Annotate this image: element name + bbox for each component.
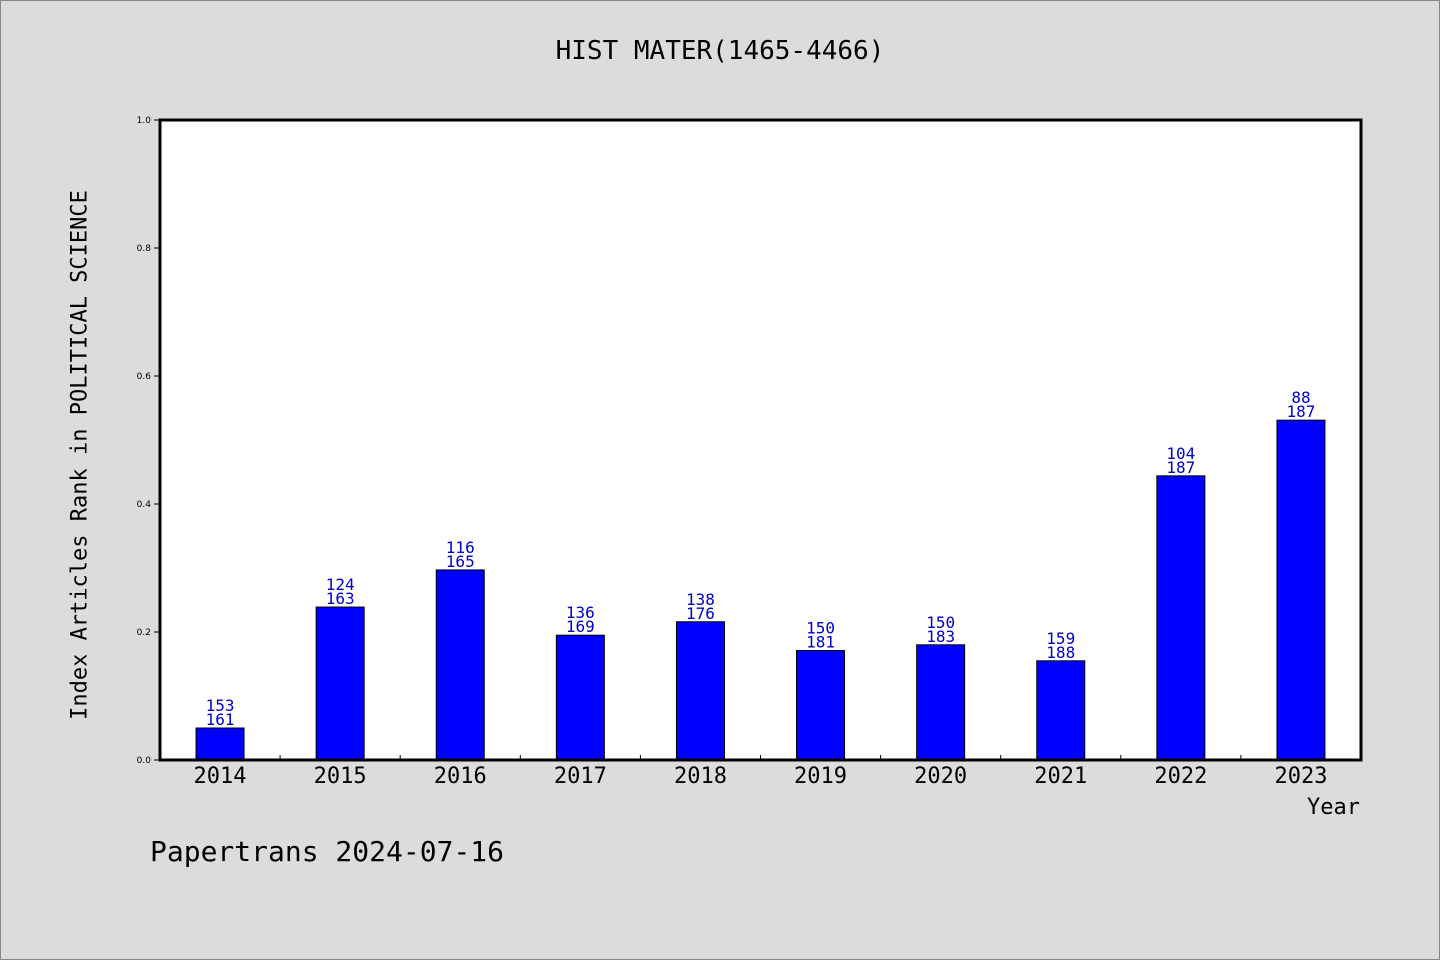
- x-tick-label: 2020: [914, 764, 967, 789]
- bar-label-top: 124: [326, 575, 355, 594]
- bar-label-top: 159: [1046, 629, 1075, 648]
- x-tick-label: 2018: [674, 764, 727, 789]
- bar: [1036, 660, 1086, 761]
- bar-label-top: 136: [566, 603, 595, 622]
- bar: [195, 727, 245, 761]
- bar-label-bottom: 163: [326, 589, 355, 608]
- bar-label-bottom: 187: [1286, 402, 1315, 421]
- bar: [315, 606, 365, 761]
- bar: [1156, 475, 1206, 761]
- x-tick-label: 2023: [1274, 764, 1327, 789]
- bar-label-bottom: 165: [446, 552, 475, 571]
- y-tick-label: 0.0: [137, 756, 152, 766]
- bar-label-top: 153: [206, 696, 235, 715]
- x-tick-label: 2022: [1154, 764, 1207, 789]
- bar-label-top: 138: [686, 590, 715, 609]
- y-tick-label: 0.8: [137, 244, 152, 254]
- bar-label-bottom: 181: [806, 633, 835, 652]
- bar: [916, 644, 966, 761]
- x-tick-label: 2014: [194, 764, 247, 789]
- bar-label-bottom: 188: [1046, 643, 1075, 662]
- bar: [435, 569, 485, 761]
- bar-label-bottom: 169: [566, 617, 595, 636]
- bar: [675, 621, 725, 761]
- y-tick-label: 0.2: [137, 628, 151, 638]
- bar-label-top: 116: [446, 538, 475, 557]
- x-tick-label: 2019: [794, 764, 847, 789]
- bar-label-top: 88: [1291, 388, 1310, 407]
- y-tick-label: 0.4: [137, 500, 152, 510]
- bar-label-bottom: 183: [926, 627, 955, 646]
- y-tick-label: 1.0: [137, 116, 152, 126]
- x-axis-label: Year: [1307, 795, 1360, 820]
- x-tick-label: 2016: [434, 764, 487, 789]
- y-tick-label: 0.6: [137, 372, 152, 382]
- x-tick-label: 2017: [554, 764, 607, 789]
- bar-label-bottom: 187: [1166, 458, 1195, 477]
- x-tick-label: 2021: [1034, 764, 1087, 789]
- bar: [1276, 419, 1326, 761]
- bar: [796, 650, 846, 761]
- footer-text: Papertrans 2024-07-16: [150, 835, 505, 868]
- bar-label-bottom: 176: [686, 604, 715, 623]
- x-tick-label: 2015: [314, 764, 367, 789]
- bar: [555, 634, 605, 761]
- bar-label-top: 104: [1166, 444, 1195, 463]
- chart-title: HIST MATER(1465-4466): [555, 36, 885, 66]
- bar-label-bottom: 161: [206, 710, 235, 729]
- plot-border: [158, 118, 1363, 762]
- bar-label-top: 150: [926, 613, 955, 632]
- bar-label-top: 150: [806, 619, 835, 638]
